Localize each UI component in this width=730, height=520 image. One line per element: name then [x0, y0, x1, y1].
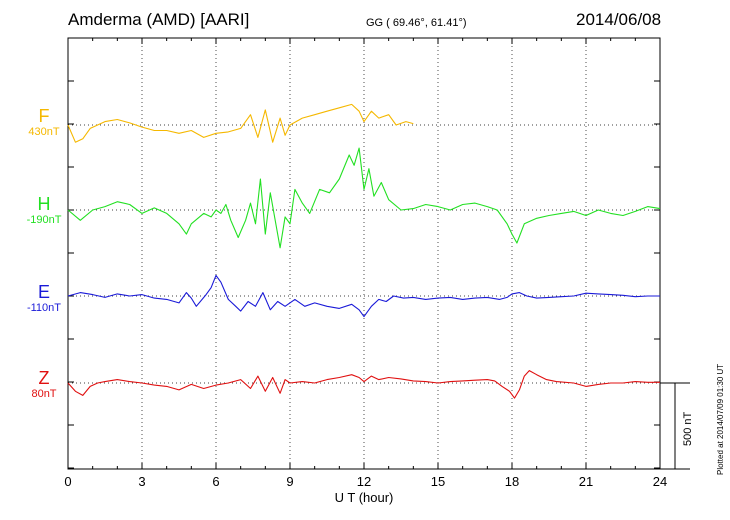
component-label-f: F 430nT: [14, 106, 74, 139]
series-line-h: [67, 147, 661, 249]
component-label-h: H -190nT: [14, 194, 74, 227]
series-line-e: [67, 274, 660, 318]
chart-date: 2014/06/08: [576, 10, 662, 29]
x-tick-label: 0: [64, 474, 71, 489]
x-tick-label: 12: [357, 474, 371, 489]
x-tick-label: 3: [138, 474, 145, 489]
station-title: Amderma (AMD) [AARI]: [68, 10, 250, 29]
series-line-f: [67, 103, 414, 143]
component-h-baseline: -190nT: [26, 214, 62, 226]
x-tick-label: 9: [286, 474, 293, 489]
x-tick-label: 24: [653, 474, 667, 489]
series-line-z: [67, 370, 660, 399]
component-label-z: Z 80nT: [14, 368, 74, 401]
component-z-name: Z: [38, 368, 50, 388]
x-tick-label: 6: [212, 474, 219, 489]
x-tick-label: 18: [505, 474, 519, 489]
component-e-name: E: [37, 282, 50, 302]
x-axis-label: U T (hour): [335, 490, 394, 505]
component-h-name: H: [37, 194, 51, 214]
scale-bar-label: 500 nT: [682, 411, 694, 446]
component-label-e: E -110nT: [14, 282, 74, 315]
x-tick-label: 15: [431, 474, 445, 489]
component-f-baseline: 430nT: [28, 126, 60, 138]
x-tick-label: 21: [579, 474, 593, 489]
axis-ticks: 0 3 6 9 12 15 18 21 24: [64, 38, 667, 489]
component-e-baseline: -110nT: [26, 302, 62, 314]
series-group: [67, 103, 661, 399]
component-z-baseline: 80nT: [31, 388, 57, 400]
geographic-coordinates: GG ( 69.46°, 61.41°): [366, 17, 467, 29]
grid-lines: [68, 38, 660, 469]
component-f-name: F: [38, 106, 50, 126]
